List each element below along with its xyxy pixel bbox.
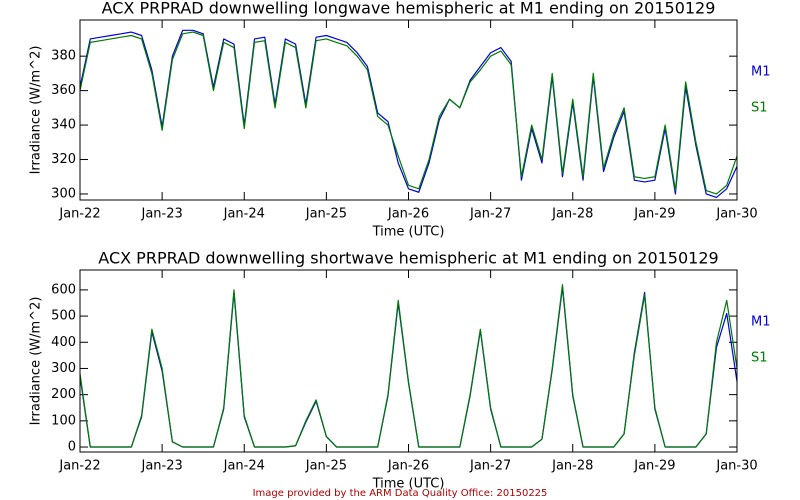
chart-title: ACX PRPRAD downwelling longwave hemisphe… [102,0,716,18]
series-line [79,284,738,448]
y-tick-label: 360 [51,83,76,98]
x-tick-label: Jan-25 [305,207,347,222]
legend-label: M1 [751,315,771,330]
y-tick-label: 400 [51,335,76,350]
y-axis-label: Irradiance (W/m^2) [29,46,44,175]
x-axis-label: Time (UTC) [372,477,445,492]
y-tick-label: 340 [51,118,76,133]
y-tick-label: 500 [51,309,76,324]
x-tick-label: Jan-29 [633,207,675,222]
legend-label: M1 [751,65,771,80]
x-tick-label: Jan-30 [715,207,757,222]
y-tick-label: 200 [51,387,76,402]
y-tick-label: 320 [51,152,76,167]
series-line [79,31,738,195]
y-tick-label: 300 [51,361,76,376]
x-tick-label: Jan-24 [223,459,265,474]
chart-title: ACX PRPRAD downwelling shortwave hemisph… [98,249,718,268]
x-tick-label: Jan-30 [715,459,757,474]
y-tick-label: 0 [68,440,76,455]
x-tick-label: Jan-25 [305,459,347,474]
x-tick-label: Jan-28 [551,459,593,474]
plot-frame [79,19,738,201]
x-tick-label: Jan-27 [469,207,511,222]
series-line [79,29,738,199]
x-tick-label: Jan-22 [58,459,100,474]
x-tick-label: Jan-23 [140,207,182,222]
y-axis-label: Irradiance (W/m^2) [29,297,44,426]
x-tick-label: Jan-28 [551,207,593,222]
plot-frame [79,269,738,453]
x-tick-label: Jan-23 [140,459,182,474]
y-tick-label: 380 [51,49,76,64]
x-tick-label: Jan-27 [469,459,511,474]
y-tick-label: 600 [51,282,76,297]
legend-label: S1 [751,101,768,116]
x-tick-label: Jan-22 [58,207,100,222]
x-tick-label: Jan-26 [387,459,429,474]
footer: Image provided by the ARM Data Quality O… [253,488,548,499]
y-tick-label: 300 [51,186,76,201]
x-tick-label: Jan-29 [633,459,675,474]
y-tick-label: 100 [51,413,76,428]
x-tick-label: Jan-26 [387,207,429,222]
legend-label: S1 [751,351,768,366]
series-line [79,286,738,448]
x-tick-label: Jan-24 [223,207,265,222]
x-axis-label: Time (UTC) [372,225,445,240]
